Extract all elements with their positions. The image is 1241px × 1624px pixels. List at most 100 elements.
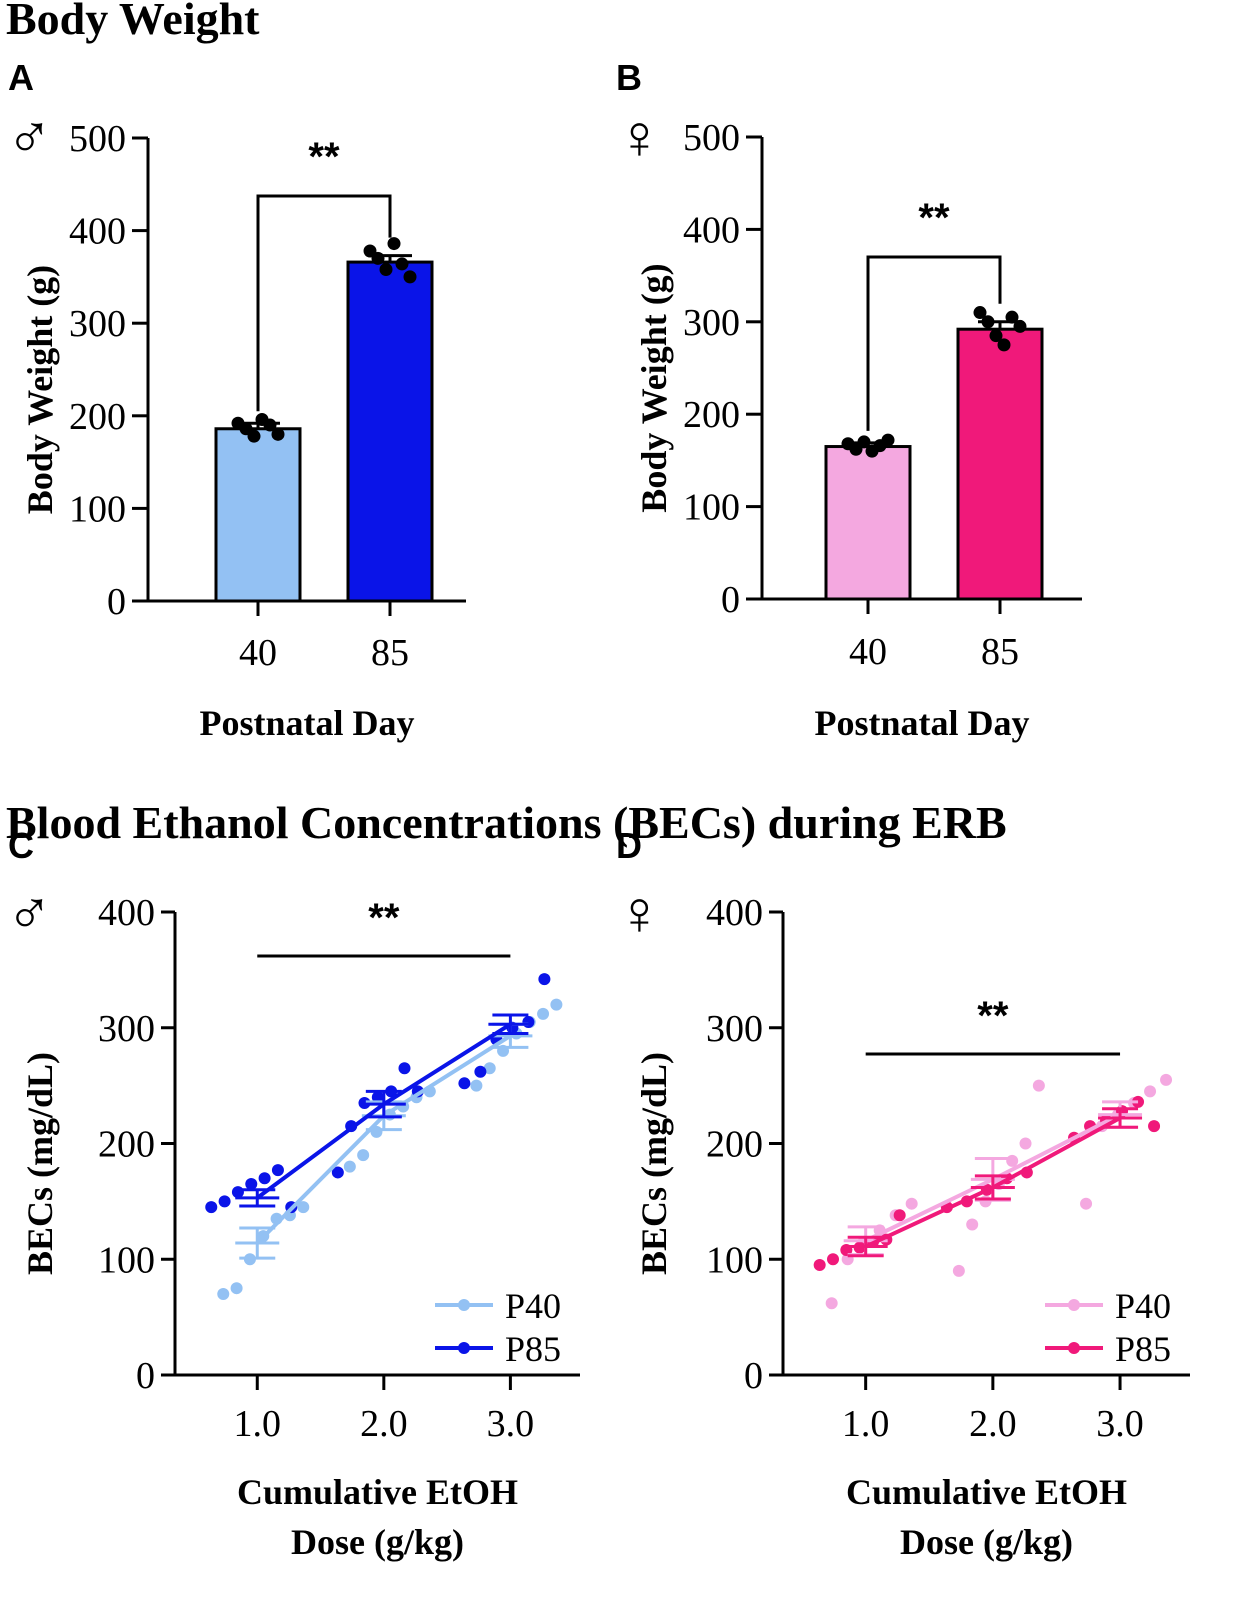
legend-swatch-marker xyxy=(1068,1342,1080,1354)
data-point xyxy=(271,427,285,441)
bar xyxy=(346,260,434,603)
legend-swatch-marker xyxy=(458,1299,470,1311)
data-point xyxy=(331,1166,344,1179)
data-point xyxy=(905,1197,918,1210)
data-point xyxy=(1005,310,1019,324)
x-tick-label: 3.0 xyxy=(1096,1403,1144,1445)
legend-label: P40 xyxy=(1115,1286,1171,1326)
data-point xyxy=(825,1297,838,1310)
x-axis-title: Postnatal Day xyxy=(815,703,1030,743)
significance-label: ** xyxy=(368,896,400,940)
y-tick-label: 400 xyxy=(69,211,126,253)
data-point xyxy=(966,1218,979,1231)
y-tick-label: 100 xyxy=(706,1239,763,1281)
data-point xyxy=(952,1264,965,1277)
y-axis-title: BECs (mg/dL) xyxy=(634,1052,674,1275)
y-tick-label: 100 xyxy=(98,1239,155,1281)
data-point xyxy=(398,1062,411,1075)
legend-swatch-marker xyxy=(458,1342,470,1354)
panel-c: C ♂ 0 100 200 300 400 BECs (mg/dL) 1.0 2.0 3.0 ** P4… xyxy=(6,825,580,1562)
series-line xyxy=(255,1034,512,1245)
data-point xyxy=(474,1065,487,1078)
x-tick-label: 85 xyxy=(371,632,409,674)
male-symbol-icon: ♂ xyxy=(6,104,53,172)
data-point xyxy=(813,1259,826,1272)
y-axis-title: BECs (mg/dL) xyxy=(20,1052,60,1275)
data-point xyxy=(379,262,393,276)
x-tick-label: 2.0 xyxy=(360,1403,408,1445)
panel-letter: B xyxy=(616,57,642,98)
bar xyxy=(214,427,302,603)
data-point xyxy=(458,1077,471,1090)
x-tick-label: 40 xyxy=(239,632,277,674)
data-point xyxy=(217,1287,230,1300)
y-tick-label: 200 xyxy=(98,1124,155,1166)
y-tick-label: 0 xyxy=(744,1355,763,1397)
significance-label: ** xyxy=(977,994,1009,1038)
data-point xyxy=(343,1160,356,1173)
y-tick-label: 300 xyxy=(706,1008,763,1050)
data-point xyxy=(245,1178,258,1191)
y-tick-label: 400 xyxy=(683,209,740,251)
data-point xyxy=(538,973,551,986)
data-point xyxy=(271,1164,284,1177)
y-tick-label: 300 xyxy=(683,302,740,344)
panel-a: A ♂ 0 100 200 300 400 500 Body Weight (g) 40 85 ** P… xyxy=(6,57,466,743)
data-point xyxy=(247,429,261,443)
significance-label: ** xyxy=(308,135,340,179)
y-tick-label: 400 xyxy=(98,892,155,934)
data-point xyxy=(1160,1073,1173,1086)
section-title-becs: Blood Ethanol Concentrations (BECs) duri… xyxy=(6,797,1007,848)
significance-label: ** xyxy=(918,196,950,240)
x-tick-label: 1.0 xyxy=(842,1403,890,1445)
y-tick-label: 500 xyxy=(683,117,740,159)
data-point xyxy=(981,315,995,329)
y-axis-title: Body Weight (g) xyxy=(20,265,60,514)
data-point xyxy=(263,418,277,432)
legend-swatch-marker xyxy=(1068,1299,1080,1311)
data-point xyxy=(205,1201,218,1214)
panel-letter: A xyxy=(8,57,34,98)
data-point xyxy=(1019,1137,1032,1150)
bar xyxy=(824,445,912,601)
y-axis-title: Body Weight (g) xyxy=(634,263,674,512)
data-point xyxy=(371,251,385,265)
data-point xyxy=(1032,1079,1045,1092)
y-tick-label: 200 xyxy=(706,1124,763,1166)
data-point xyxy=(231,1186,244,1199)
data-point xyxy=(1080,1197,1093,1210)
data-point xyxy=(550,998,563,1011)
y-tick-label: 200 xyxy=(69,396,126,438)
data-point xyxy=(395,257,409,271)
female-symbol-icon: ♀ xyxy=(616,104,663,172)
x-axis-title-line2: Dose (g/kg) xyxy=(900,1522,1073,1562)
panel-b: B ♀ 0 100 200 300 400 500 Body Weight (g) 40 85 ** P… xyxy=(616,57,1082,743)
x-axis-title: Postnatal Day xyxy=(200,703,415,743)
data-point xyxy=(973,306,987,320)
panel-d: D ♀ 0 100 200 300 400 BECs (mg/dL) 1.0 2.0 3.0 ** P4… xyxy=(616,825,1190,1562)
x-tick-label: 1.0 xyxy=(234,1403,282,1445)
y-tick-label: 500 xyxy=(69,118,126,160)
data-point xyxy=(1148,1120,1161,1133)
data-point xyxy=(230,1282,243,1295)
male-symbol-icon: ♂ xyxy=(6,880,53,948)
y-tick-label: 0 xyxy=(721,579,740,621)
y-tick-label: 100 xyxy=(69,488,126,530)
data-point xyxy=(537,1007,550,1020)
y-tick-label: 0 xyxy=(136,1355,155,1397)
data-point xyxy=(1006,1154,1019,1167)
y-tick-label: 0 xyxy=(107,581,126,623)
x-tick-label: 3.0 xyxy=(487,1403,535,1445)
significance-bracket xyxy=(256,194,392,412)
legend-label: P40 xyxy=(505,1286,561,1326)
section-title-body-weight: Body Weight xyxy=(6,0,260,44)
x-axis-title-line1: Cumulative EtOH xyxy=(846,1472,1127,1512)
y-tick-label: 400 xyxy=(706,892,763,934)
legend-label: P85 xyxy=(505,1329,561,1369)
x-axis-title-line2: Dose (g/kg) xyxy=(291,1522,464,1562)
legend-label: P85 xyxy=(1115,1329,1171,1369)
x-axis-title-line1: Cumulative EtOH xyxy=(237,1472,518,1512)
panel-letter: C xyxy=(8,825,34,866)
panel-letter: D xyxy=(616,825,642,866)
